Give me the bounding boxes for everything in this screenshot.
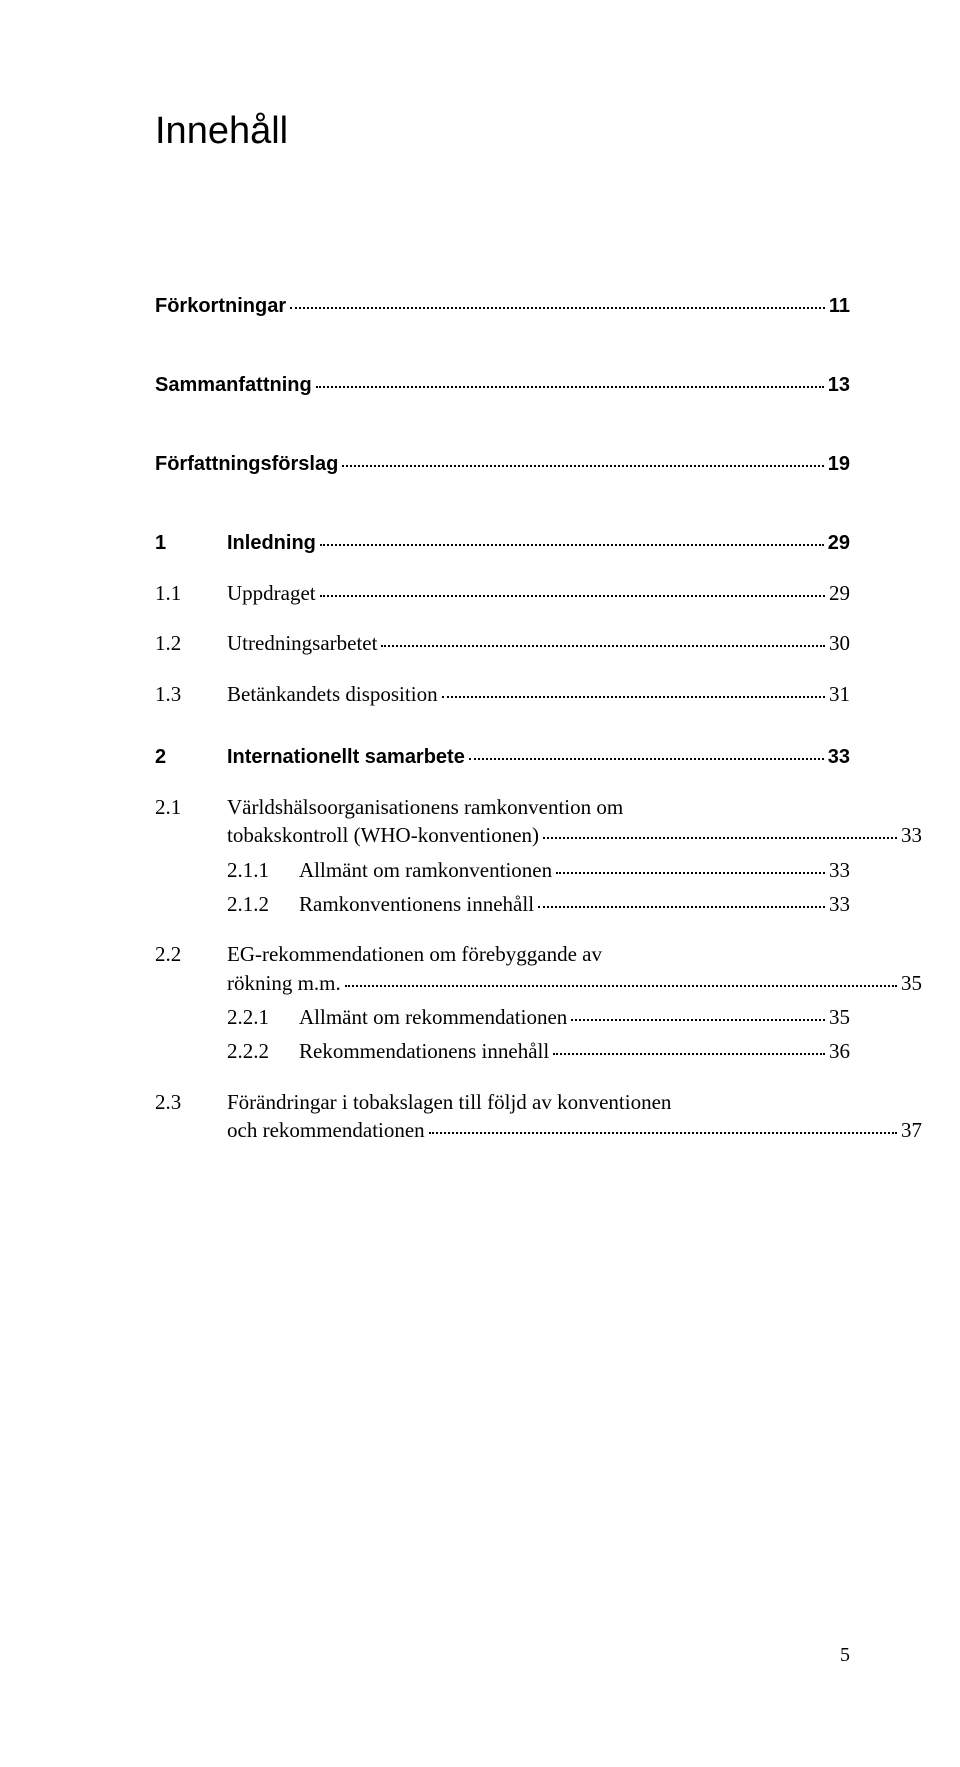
toc-page: 29: [828, 530, 850, 557]
toc-label: Författningsförslag: [155, 451, 338, 478]
toc-number: 2: [155, 744, 227, 771]
toc-label: Ramkonventionens innehåll: [299, 890, 534, 918]
leader-dots: [543, 837, 897, 839]
toc-label: Sammanfattning: [155, 372, 312, 399]
leader-dots: [290, 307, 825, 309]
toc-number: 2.1.1: [155, 856, 299, 884]
toc-number: 1.1: [155, 579, 227, 607]
leader-dots: [429, 1132, 897, 1134]
toc-entry-1-2: 1.2 Utredningsarbetet 30: [155, 629, 850, 657]
leader-dots: [342, 465, 823, 467]
toc-entry-2-2-line1: 2.2 EG-rekommendationen om förebyggande …: [155, 940, 850, 968]
leader-dots: [553, 1053, 825, 1055]
toc-page: 11: [829, 293, 850, 320]
toc-label: Betänkandets disposition: [227, 680, 438, 708]
toc-page: 19: [828, 451, 850, 478]
toc-entry-2-2-line2: rökning m.m. 35: [155, 969, 922, 997]
toc-label: rökning m.m.: [227, 969, 341, 997]
toc-number: 1.2: [155, 629, 227, 657]
toc-entry-sammanfattning: Sammanfattning 13: [155, 372, 850, 399]
toc-number: 2.2.2: [155, 1037, 299, 1065]
toc-page: 33: [828, 744, 850, 771]
toc-page: 13: [828, 372, 850, 399]
toc-label: Förkortningar: [155, 293, 286, 320]
leader-dots: [381, 645, 825, 647]
toc-page: 37: [901, 1116, 922, 1144]
leader-dots: [320, 595, 825, 597]
toc-label: Utredningsarbetet: [227, 629, 377, 657]
toc-entry-1-1: 1.1 Uppdraget 29: [155, 579, 850, 607]
toc-page: 33: [901, 821, 922, 849]
toc-label: Allmänt om rekommendationen: [299, 1003, 567, 1031]
page-number: 5: [840, 1644, 850, 1667]
leader-dots: [316, 386, 824, 388]
toc-label: Rekommendationens innehåll: [299, 1037, 549, 1065]
toc-label: Allmänt om ramkonventionen: [299, 856, 552, 884]
page-title: Innehåll: [155, 110, 850, 153]
toc-entry-2-2-1: 2.2.1 Allmänt om rekommendationen 35: [155, 1003, 850, 1031]
toc-number: 1: [155, 530, 227, 557]
leader-dots: [571, 1019, 825, 1021]
toc-entry-2-1-1: 2.1.1 Allmänt om ramkonventionen 33: [155, 856, 850, 884]
toc-entry-2-1-line2: tobakskontroll (WHO-konventionen) 33: [155, 821, 922, 849]
toc-page: 30: [829, 629, 850, 657]
toc-entry-2: 2 Internationellt samarbete 33: [155, 744, 850, 771]
toc-entry-1: 1 Inledning 29: [155, 530, 850, 557]
toc-page: 35: [901, 969, 922, 997]
toc-page: 36: [829, 1037, 850, 1065]
toc-entry-2-2-2: 2.2.2 Rekommendationens innehåll 36: [155, 1037, 850, 1065]
toc-page: 33: [829, 856, 850, 884]
toc-page: 35: [829, 1003, 850, 1031]
toc-entry-2-3-line2: och rekommendationen 37: [155, 1116, 922, 1144]
toc-number: 2.1: [155, 793, 227, 821]
toc-label: Uppdraget: [227, 579, 316, 607]
toc-entry-2-3-line1: 2.3 Förändringar i tobakslagen till följ…: [155, 1088, 850, 1116]
leader-dots: [469, 758, 824, 760]
leader-dots: [345, 985, 897, 987]
toc-page: 29: [829, 579, 850, 607]
toc-number: 1.3: [155, 680, 227, 708]
toc-entry-2-1-2: 2.1.2 Ramkonventionens innehåll 33: [155, 890, 850, 918]
toc-number: 2.2.1: [155, 1003, 299, 1031]
leader-dots: [320, 544, 824, 546]
toc-number: 2.1.2: [155, 890, 299, 918]
toc-label: Förändringar i tobakslagen till följd av…: [227, 1088, 671, 1116]
toc-label: och rekommendationen: [227, 1116, 425, 1144]
toc-page: 31: [829, 680, 850, 708]
toc-entry-forfattningsforslag: Författningsförslag 19: [155, 451, 850, 478]
toc-label: tobakskontroll (WHO-konventionen): [227, 821, 539, 849]
toc-entry-1-3: 1.3 Betänkandets disposition 31: [155, 680, 850, 708]
toc-number: 2.3: [155, 1088, 227, 1116]
toc-entry-2-1-line1: 2.1 Världshälsoorganisationens ramkonven…: [155, 793, 850, 821]
toc-label: Inledning: [227, 530, 316, 557]
leader-dots: [538, 906, 825, 908]
toc-number: 2.2: [155, 940, 227, 968]
toc-label: Internationellt samarbete: [227, 744, 465, 771]
leader-dots: [442, 696, 825, 698]
toc-label: Världshälsoorganisationens ramkonvention…: [227, 793, 623, 821]
toc-label: EG-rekommendationen om förebyggande av: [227, 940, 602, 968]
leader-dots: [556, 872, 825, 874]
toc-page: 33: [829, 890, 850, 918]
toc-entry-forkortningar: Förkortningar 11: [155, 293, 850, 320]
